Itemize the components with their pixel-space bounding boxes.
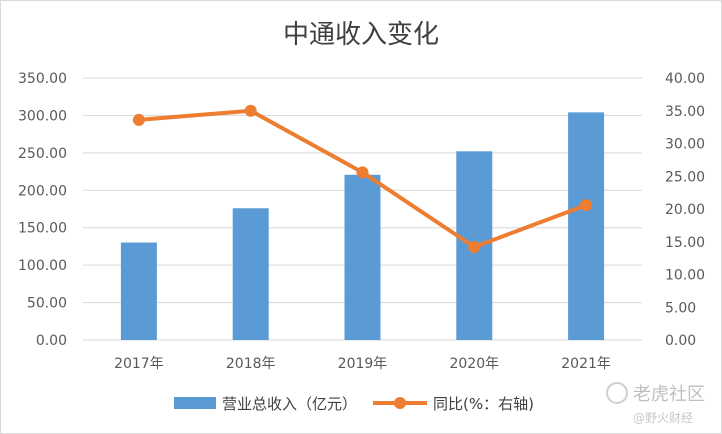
left-axis-ticks: 0.00 50.00 100.00 150.00 200.00 250.00 300.00 3… [18,71,67,349]
revenue-bar [568,112,605,340]
revenue-bars [120,112,605,340]
legend-bar-label: 营业总收入（亿元） [222,395,357,413]
yoy-point [356,166,369,179]
right-axis-ticks: 0.00 5.00 10.00 15.00 20.00 25.00 30.00 35.00 40… [665,71,705,349]
right-tick-label: 25.00 [665,169,705,185]
left-tick-label: 300.00 [18,108,67,124]
x-tick-label: 2021年 [561,356,611,372]
legend-bar-swatch [174,397,216,409]
x-tick-label: 2020年 [449,356,499,372]
legend: 营业总收入（亿元） 同比(%：右轴) [174,395,534,413]
right-tick-label: 35.00 [665,104,705,120]
chart-title: 中通收入变化 [283,20,439,50]
yoy-point [132,113,145,126]
right-tick-label: 15.00 [665,235,705,251]
yoy-point [580,199,593,212]
x-tick-label: 2019年 [338,356,388,372]
legend-line-marker [394,397,406,409]
left-tick-label: 0.00 [36,333,67,349]
left-tick-label: 200.00 [18,183,67,199]
x-tick-label: 2017年 [114,356,164,372]
left-tick-label: 150.00 [18,221,67,237]
left-tick-label: 50.00 [27,296,67,312]
right-tick-label: 30.00 [665,137,705,153]
left-tick-label: 250.00 [18,146,67,162]
yoy-point [244,104,257,117]
watermark-logo-icon [606,382,628,404]
yoy-line [132,104,593,253]
watermark-main: 老虎社区 [633,384,705,405]
watermark: 老虎社区 @野火财经 [606,382,705,425]
yoy-point [468,240,481,253]
x-axis-ticks: 2017年 2018年 2019年 2020年 2021年 [114,356,611,372]
revenue-bar [120,242,157,340]
right-tick-label: 40.00 [665,71,705,87]
revenue-bar [232,208,269,340]
right-tick-label: 10.00 [665,268,705,284]
revenue-bar [344,174,381,340]
legend-line-label: 同比(%：右轴) [433,395,534,413]
right-tick-label: 20.00 [665,202,705,218]
x-tick-label: 2018年 [226,356,276,372]
right-tick-label: 0.00 [665,333,696,349]
right-tick-label: 5.00 [665,300,696,316]
left-tick-label: 100.00 [18,258,67,274]
left-tick-label: 350.00 [18,71,67,87]
watermark-sub: @野火财经 [633,411,693,425]
